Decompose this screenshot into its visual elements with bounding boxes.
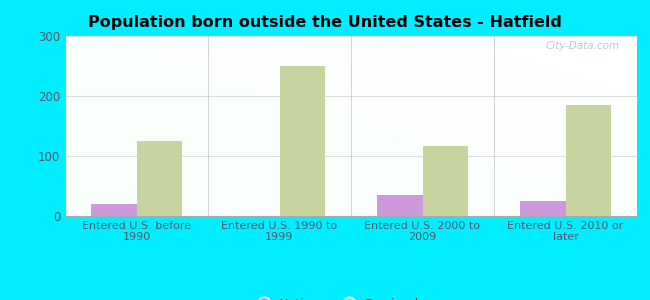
Bar <box>422 146 468 216</box>
Bar <box>377 195 423 216</box>
Bar <box>136 141 182 216</box>
Bar <box>91 204 136 216</box>
Bar <box>520 201 566 216</box>
Text: City-Data.com: City-Data.com <box>546 41 620 51</box>
Legend: Native, Foreign-born: Native, Foreign-born <box>259 298 443 300</box>
Bar <box>280 66 325 216</box>
Bar <box>566 105 611 216</box>
Text: Population born outside the United States - Hatfield: Population born outside the United State… <box>88 15 562 30</box>
